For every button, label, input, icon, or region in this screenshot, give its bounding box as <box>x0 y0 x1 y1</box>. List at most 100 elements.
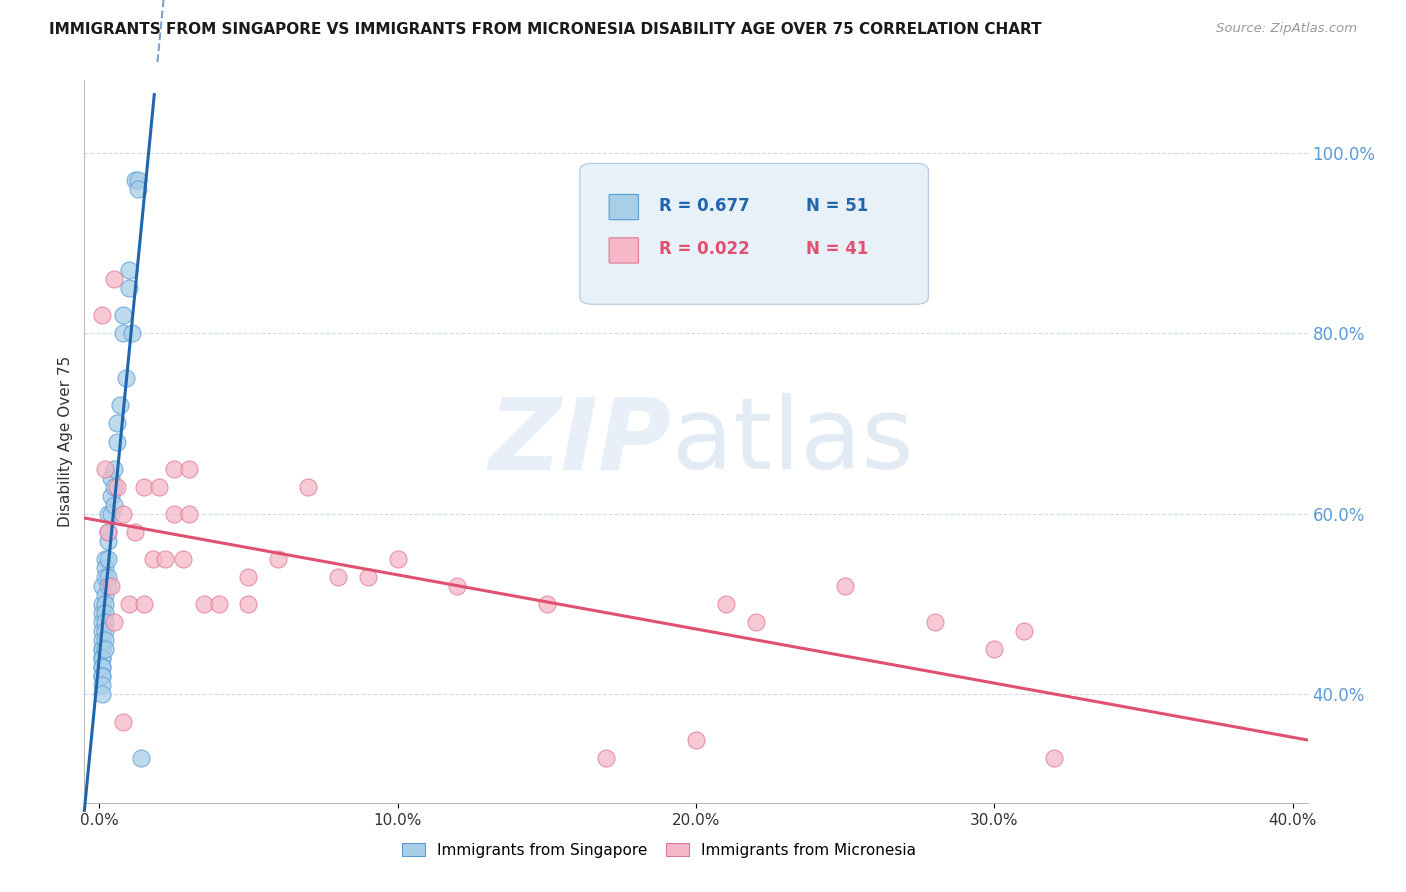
Point <box>124 524 146 539</box>
Point <box>103 272 125 286</box>
Point <box>148 480 170 494</box>
Point <box>94 642 117 657</box>
Point <box>91 597 114 611</box>
Point <box>132 597 155 611</box>
Point <box>91 669 114 683</box>
Point <box>103 461 125 475</box>
Point <box>94 588 117 602</box>
Point <box>94 633 117 648</box>
Point <box>124 172 146 186</box>
Point <box>94 615 117 630</box>
Point <box>685 732 707 747</box>
Point <box>207 597 229 611</box>
Point <box>127 172 149 186</box>
Point <box>118 263 141 277</box>
Point <box>97 507 120 521</box>
Point <box>97 524 120 539</box>
Point <box>744 615 766 630</box>
Point <box>94 570 117 584</box>
Point <box>112 714 135 729</box>
Point <box>91 678 114 692</box>
Point <box>91 660 114 674</box>
Point <box>118 597 141 611</box>
Point <box>91 660 114 674</box>
Text: atlas: atlas <box>672 393 912 490</box>
Point <box>163 507 186 521</box>
Point <box>112 326 135 341</box>
Point <box>834 579 856 593</box>
Point <box>924 615 946 630</box>
Y-axis label: Disability Age Over 75: Disability Age Over 75 <box>58 356 73 527</box>
Point <box>97 533 120 548</box>
Point <box>446 579 468 593</box>
Point <box>91 651 114 665</box>
Point <box>94 597 117 611</box>
Point <box>100 471 122 485</box>
Point <box>94 461 117 475</box>
Point <box>127 182 149 196</box>
Text: R = 0.677: R = 0.677 <box>659 197 749 215</box>
Point <box>103 480 125 494</box>
Point <box>163 461 186 475</box>
Point <box>94 606 117 620</box>
Text: N = 41: N = 41 <box>806 240 869 259</box>
Point <box>91 642 114 657</box>
Legend: Immigrants from Singapore, Immigrants from Micronesia: Immigrants from Singapore, Immigrants fr… <box>396 837 922 863</box>
Point <box>91 606 114 620</box>
Point <box>97 579 120 593</box>
Point <box>142 552 165 566</box>
Point <box>100 489 122 503</box>
Point <box>595 750 617 764</box>
Point <box>387 552 409 566</box>
Point <box>297 480 319 494</box>
Point <box>1012 624 1035 639</box>
Point <box>536 597 558 611</box>
Point <box>103 498 125 512</box>
Text: IMMIGRANTS FROM SINGAPORE VS IMMIGRANTS FROM MICRONESIA DISABILITY AGE OVER 75 C: IMMIGRANTS FROM SINGAPORE VS IMMIGRANTS … <box>49 22 1042 37</box>
Point <box>97 552 120 566</box>
Text: R = 0.022: R = 0.022 <box>659 240 749 259</box>
Point <box>94 552 117 566</box>
Point <box>172 552 194 566</box>
Point <box>115 371 138 385</box>
Point <box>326 570 349 584</box>
Point <box>714 597 737 611</box>
Point <box>1043 750 1066 764</box>
Point <box>177 461 200 475</box>
Point <box>91 624 114 639</box>
Point <box>91 669 114 683</box>
Point <box>357 570 380 584</box>
Point <box>238 597 260 611</box>
Point <box>94 561 117 575</box>
Point <box>132 480 155 494</box>
Text: ZIP: ZIP <box>488 393 672 490</box>
FancyBboxPatch shape <box>579 163 928 304</box>
Point <box>103 615 125 630</box>
Point <box>97 524 120 539</box>
Point <box>108 398 131 412</box>
Point <box>105 480 128 494</box>
Point <box>129 750 152 764</box>
Point <box>105 417 128 431</box>
Point <box>91 615 114 630</box>
FancyBboxPatch shape <box>609 194 638 219</box>
Point <box>193 597 215 611</box>
Text: N = 51: N = 51 <box>806 197 869 215</box>
Point <box>238 570 260 584</box>
Point <box>91 687 114 701</box>
Point <box>121 326 143 341</box>
Point <box>112 308 135 322</box>
Point <box>267 552 290 566</box>
Text: Source: ZipAtlas.com: Source: ZipAtlas.com <box>1216 22 1357 36</box>
Point <box>100 579 122 593</box>
Point <box>94 624 117 639</box>
Point <box>91 642 114 657</box>
Point <box>97 570 120 584</box>
Point <box>153 552 176 566</box>
Point <box>91 651 114 665</box>
Point <box>112 507 135 521</box>
Point <box>177 507 200 521</box>
FancyBboxPatch shape <box>609 238 638 263</box>
Point <box>91 579 114 593</box>
Point <box>105 434 128 449</box>
